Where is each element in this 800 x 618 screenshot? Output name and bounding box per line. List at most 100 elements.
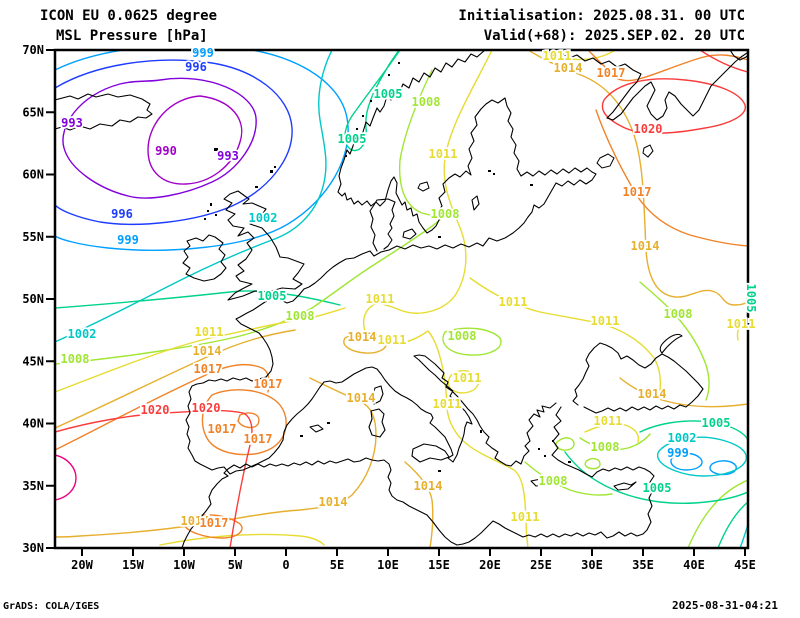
- coast-ireland: [182, 234, 227, 282]
- valid-time: Valid(+68): 2025.SEP.02. 20 UTC: [483, 28, 745, 44]
- isobar-999: [670, 452, 703, 471]
- isobar-label-1011: 1011: [591, 314, 620, 328]
- axis-ticks: [46, 49, 746, 556]
- lake-ladoga: [596, 153, 615, 169]
- isobar-label-1014: 1014: [348, 330, 377, 344]
- isobar-label-1017: 1017: [208, 422, 237, 436]
- isobar-1008: [56, 69, 445, 365]
- isobar-label-1017: 1017: [623, 185, 652, 199]
- contour-value-labels: 9909939939969969999999991002100210021005…: [59, 44, 760, 532]
- coast-mallorca: [309, 424, 324, 433]
- isobar-label-1011: 1011: [499, 295, 528, 309]
- isobar-1011: [56, 307, 346, 393]
- isobar-label-1011: 1011: [433, 397, 462, 411]
- isobar-label-1005: 1005: [643, 481, 672, 495]
- lat-label: 55N: [22, 230, 44, 244]
- isobar-1011: [584, 423, 640, 443]
- lat-label: 30N: [22, 541, 44, 555]
- isobar-label-1011: 1011: [543, 49, 572, 63]
- isobar-996: [56, 59, 293, 225]
- lon-label: 20E: [479, 558, 501, 572]
- lon-label: 20W: [71, 558, 93, 572]
- isobar-label-1008: 1008: [539, 474, 568, 488]
- coast-jutland: [369, 198, 396, 252]
- isobar-1017: [201, 389, 287, 456]
- isobar-1014: [404, 461, 434, 547]
- isobar-1017: [595, 109, 747, 247]
- isobar-1011: [540, 51, 615, 61]
- isobar-1005: [344, 51, 401, 152]
- coast-cyprus: [613, 481, 637, 491]
- isobar-1017: [237, 412, 260, 429]
- lon-label: 15W: [122, 558, 144, 572]
- isobar-1005: [639, 420, 747, 440]
- isobar-1023: [56, 454, 77, 501]
- island-specks: [204, 62, 571, 472]
- lat-label: 60N: [22, 168, 44, 182]
- isobar-label-1008: 1008: [286, 309, 315, 323]
- coast-mainland-south: [185, 288, 557, 475]
- coastlines: [56, 51, 747, 547]
- isobar-label-1008: 1008: [412, 95, 441, 109]
- isobar-1020: [56, 409, 253, 547]
- coast-sicily: [411, 443, 450, 463]
- isobar-label-999: 999: [117, 233, 139, 247]
- isobar-label-993: 993: [61, 116, 83, 130]
- isobar-1011: [469, 277, 662, 391]
- isobar-1002: [739, 525, 747, 547]
- lon-label: 0: [282, 558, 289, 572]
- isobar-1020: [601, 78, 746, 135]
- lon-label: 45E: [734, 558, 756, 572]
- isobar-label-1014: 1014: [631, 239, 660, 253]
- lat-label: 35N: [22, 479, 44, 493]
- coast-crete: [530, 478, 552, 487]
- coast-gotland: [471, 195, 480, 211]
- grads-credit: GrADS: COLA/IGES: [3, 601, 100, 612]
- isobar-label-996: 996: [111, 207, 133, 221]
- isobar-1014: [56, 377, 377, 538]
- isobar-label-1008: 1008: [61, 352, 90, 366]
- isobar-label-1014: 1014: [638, 387, 667, 401]
- isobar-1011: [736, 317, 747, 341]
- coast-sardinia: [368, 408, 386, 438]
- lon-label: 15E: [428, 558, 450, 572]
- coast-kanin: [730, 51, 747, 61]
- isobar-label-1011: 1011: [727, 317, 756, 331]
- lon-label: 30E: [581, 558, 603, 572]
- coast-scandinavia-baltic: [303, 51, 597, 290]
- isobar-label-1014: 1014: [319, 495, 348, 509]
- coast-anatolia-africa: [181, 406, 655, 547]
- isobar-label-999: 999: [667, 446, 689, 460]
- coast-zealand: [402, 228, 417, 240]
- isobar-1008: [687, 479, 747, 547]
- isobar-label-1005: 1005: [374, 87, 403, 101]
- isobar-label-1011: 1011: [453, 371, 482, 385]
- isobar-1008: [579, 433, 651, 451]
- lon-label: 10W: [173, 558, 195, 572]
- coast-kola-whitesea: [545, 51, 747, 121]
- isobar-label-1011: 1011: [195, 325, 224, 339]
- isobar-999: [709, 460, 737, 476]
- lon-label: 35E: [632, 558, 654, 572]
- isobar-label-1011: 1011: [511, 510, 540, 524]
- lon-label: 5W: [228, 558, 243, 572]
- isobar-label-1017: 1017: [597, 66, 626, 80]
- isobar-label-1002: 1002: [68, 327, 97, 341]
- isobar-1014: [619, 377, 747, 408]
- isobar-1014: [528, 51, 747, 306]
- lat-label: 50N: [22, 292, 44, 306]
- isobar-1020: [700, 51, 747, 73]
- isobar-label-999: 999: [192, 46, 214, 60]
- isobar-999: [56, 51, 349, 251]
- isobar-1008: [442, 327, 502, 356]
- isobar-label-1017: 1017: [194, 362, 223, 376]
- isobar-label-1002: 1002: [249, 211, 278, 225]
- isobar-label-1005: 1005: [744, 284, 758, 313]
- isobar-1005: [564, 451, 747, 504]
- isobar-1008: [524, 461, 613, 496]
- isobar-label-990: 990: [155, 144, 177, 158]
- isobar-label-1020: 1020: [192, 401, 221, 415]
- isobar-1008: [584, 457, 601, 470]
- lat-label: 40N: [22, 417, 44, 431]
